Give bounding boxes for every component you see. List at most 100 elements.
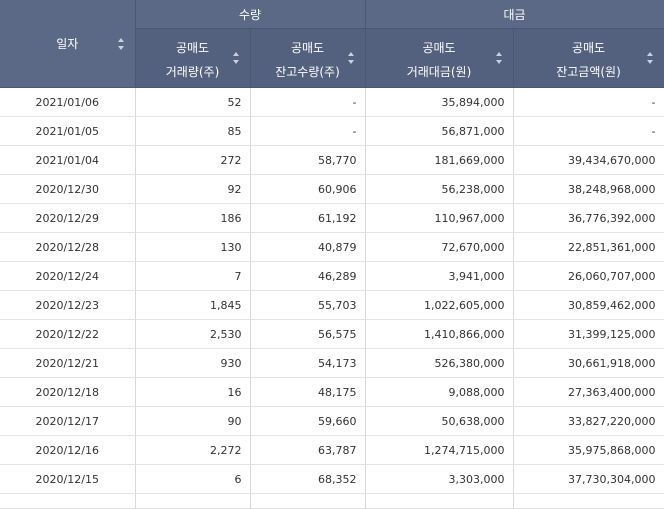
cell-short-balance-amount: 22,851,361,000 xyxy=(513,232,664,262)
table-row: 2020/12/21 930 54,173 526,380,000 30,661,918… xyxy=(0,348,664,378)
cell-short-balance-amount: 26,060,707,000 xyxy=(513,261,664,291)
header-short-amount-line2: 거래대금(원) xyxy=(406,65,472,79)
cell-short-balance-amount: 37,730,304,000 xyxy=(513,464,664,494)
cell-short-balance: 56,575 xyxy=(250,319,366,349)
cell-short-balance-amount: 27,363,400,000 xyxy=(513,377,664,407)
table-cell xyxy=(250,493,366,509)
cell-date: 2020/12/17 xyxy=(0,406,136,436)
cell-short-balance: 46,289 xyxy=(250,261,366,291)
cell-short-volume: 7 xyxy=(135,261,251,291)
cell-short-balance-amount: 31,399,125,000 xyxy=(513,319,664,349)
cell-short-balance: 55,703 xyxy=(250,290,366,320)
table-header: 일자 수량 대금 공매도 거래량(주) 공매도 잔고수량(주) 공매도 거래대금(원) xyxy=(0,0,664,88)
cell-date: 2020/12/15 xyxy=(0,464,136,494)
cell-short-balance: 68,352 xyxy=(250,464,366,494)
header-date-label: 일자 xyxy=(56,37,79,51)
table-row: 2021/01/06 52-35,894,000- xyxy=(0,87,664,117)
cell-date: 2020/12/18 xyxy=(0,377,136,407)
sort-icon[interactable] xyxy=(646,52,654,64)
cell-date: 2021/01/05 xyxy=(0,116,136,146)
header-short-balance-line2: 잔고수량(주) xyxy=(275,65,340,79)
header-short-balance-amount-line2: 잔고금액(원) xyxy=(556,65,621,79)
cell-short-volume: 2,272 xyxy=(135,435,251,465)
cell-short-balance: - xyxy=(250,116,366,146)
cell-date: 2020/12/22 xyxy=(0,319,136,349)
cell-short-volume: 186 xyxy=(135,203,251,233)
cell-short-balance-amount: 39,434,670,000 xyxy=(513,145,664,175)
table-row xyxy=(0,493,664,509)
header-short-volume-line2: 거래량(주) xyxy=(165,65,220,79)
cell-date: 2020/12/21 xyxy=(0,348,136,378)
cell-short-balance: 48,175 xyxy=(250,377,366,407)
sort-icon[interactable] xyxy=(117,37,125,50)
cell-short-balance-amount: 33,827,220,000 xyxy=(513,406,664,436)
cell-short-volume: 1,845 xyxy=(135,290,251,320)
cell-short-volume: 52 xyxy=(135,87,251,117)
header-short-volume-line1: 공매도 xyxy=(175,41,210,55)
cell-short-balance: 58,770 xyxy=(250,145,366,175)
header-short-balance-amount-line1: 공매도 xyxy=(571,41,606,55)
cell-date: 2020/12/30 xyxy=(0,174,136,204)
table-row: 2021/01/05 85-56,871,000- xyxy=(0,116,664,146)
cell-short-volume: 130 xyxy=(135,232,251,262)
header-short-amount[interactable]: 공매도 거래대금(원) xyxy=(365,28,514,88)
cell-short-volume: 85 xyxy=(135,116,251,146)
cell-short-balance-amount: 36,776,392,000 xyxy=(513,203,664,233)
sort-icon[interactable] xyxy=(232,52,240,64)
table-row: 2020/12/18 16 48,175 9,088,000 27,363,400,00… xyxy=(0,377,664,407)
cell-short-balance-amount: 30,661,918,000 xyxy=(513,348,664,378)
table-cell xyxy=(135,493,251,509)
cell-short-amount: 3,941,000 xyxy=(365,261,514,291)
cell-short-balance: 63,787 xyxy=(250,435,366,465)
cell-date: 2020/12/28 xyxy=(0,232,136,262)
cell-short-amount: 1,274,715,000 xyxy=(365,435,514,465)
header-group-volume: 수량 xyxy=(135,0,366,29)
sort-icon[interactable] xyxy=(495,52,503,64)
table-cell xyxy=(0,493,136,509)
cell-date: 2021/01/04 xyxy=(0,145,136,175)
cell-short-amount: 3,303,000 xyxy=(365,464,514,494)
sort-icon[interactable] xyxy=(347,52,355,64)
cell-short-balance: - xyxy=(250,87,366,117)
cell-short-amount: 1,410,866,000 xyxy=(365,319,514,349)
cell-date: 2020/12/16 xyxy=(0,435,136,465)
cell-date: 2020/12/29 xyxy=(0,203,136,233)
table-row: 2020/12/22 2,530 56,575 1,410,866,000 31,399… xyxy=(0,319,664,349)
table-row: 2020/12/30 92 60,906 56,238,000 38,248,968,0… xyxy=(0,174,664,204)
table-row: 2020/12/29 186 61,192 110,967,000 36,776,392… xyxy=(0,203,664,233)
cell-short-volume: 930 xyxy=(135,348,251,378)
table-row: 2020/12/15 6 68,352 3,303,000 37,730,304,000 xyxy=(0,464,664,494)
header-group-amount: 대금 xyxy=(365,0,664,29)
cell-short-balance: 40,879 xyxy=(250,232,366,262)
table-row: 2020/12/24 7 46,289 3,941,000 26,060,707,000 xyxy=(0,261,664,291)
table-cell xyxy=(365,493,514,509)
cell-short-amount: 50,638,000 xyxy=(365,406,514,436)
cell-short-amount: 56,238,000 xyxy=(365,174,514,204)
cell-short-balance: 54,173 xyxy=(250,348,366,378)
cell-short-amount: 181,669,000 xyxy=(365,145,514,175)
cell-short-volume: 2,530 xyxy=(135,319,251,349)
header-group-volume-label: 수량 xyxy=(238,7,262,22)
table-row: 2020/12/16 2,272 63,787 1,274,715,000 35,975… xyxy=(0,435,664,465)
cell-short-balance-amount: 30,859,462,000 xyxy=(513,290,664,320)
cell-short-balance: 60,906 xyxy=(250,174,366,204)
table-row: 2020/12/23 1,845 55,703 1,022,605,000 30,859… xyxy=(0,290,664,320)
cell-short-amount: 526,380,000 xyxy=(365,348,514,378)
header-short-balance-line1: 공매도 xyxy=(290,41,325,55)
cell-short-volume: 272 xyxy=(135,145,251,175)
cell-short-balance-amount: - xyxy=(513,116,664,146)
header-date[interactable]: 일자 xyxy=(0,0,136,88)
cell-short-balance-amount: 35,975,868,000 xyxy=(513,435,664,465)
cell-short-volume: 16 xyxy=(135,377,251,407)
table-row: 2020/12/17 90 59,660 50,638,000 33,827,220,0… xyxy=(0,406,664,436)
cell-short-amount: 72,670,000 xyxy=(365,232,514,262)
cell-short-balance-amount: - xyxy=(513,87,664,117)
table-row: 2021/01/04 272 58,770 181,669,000 39,434,670… xyxy=(0,145,664,175)
table-cell xyxy=(513,493,664,509)
table-body: 2021/01/06 52-35,894,000-2021/01/05 85-56,… xyxy=(0,87,664,509)
cell-short-balance-amount: 38,248,968,000 xyxy=(513,174,664,204)
